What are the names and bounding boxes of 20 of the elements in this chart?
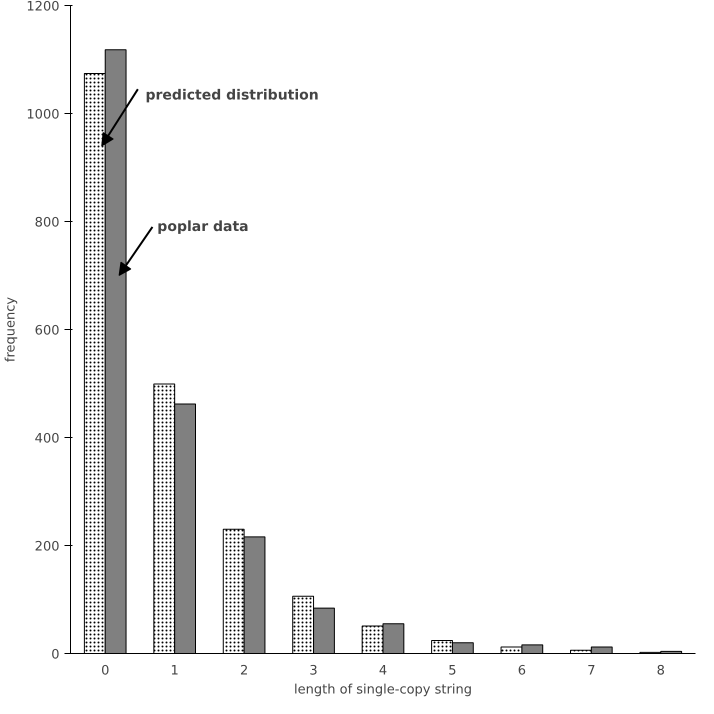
text: predicted distribution bbox=[146, 88, 319, 104]
y-tick-label: 1000 bbox=[26, 108, 60, 122]
x-tick-label: 0 bbox=[101, 664, 110, 678]
x-tick-label: 2 bbox=[240, 664, 248, 678]
y-tick-label: 200 bbox=[34, 540, 60, 554]
y-tick-label: 800 bbox=[34, 216, 60, 230]
x-tick-label: 5 bbox=[448, 664, 457, 678]
y-tick-label: 1200 bbox=[26, 0, 60, 14]
y-axis-title: frequency bbox=[3, 296, 18, 362]
text: poplar data bbox=[157, 218, 249, 235]
x-tick-label: 4 bbox=[378, 664, 388, 678]
y-tick-label: 600 bbox=[34, 324, 60, 338]
x-tick-label: 6 bbox=[518, 664, 526, 678]
x-tick-label: 1 bbox=[170, 664, 179, 678]
x-tick-label: 3 bbox=[309, 664, 318, 678]
y-tick-label: 400 bbox=[34, 432, 60, 446]
x-tick-label: 8 bbox=[656, 664, 665, 678]
x-axis-title: length of single-copy string bbox=[294, 682, 472, 698]
x-tick-label: 7 bbox=[587, 664, 596, 678]
y-tick-label: 0 bbox=[51, 648, 60, 662]
